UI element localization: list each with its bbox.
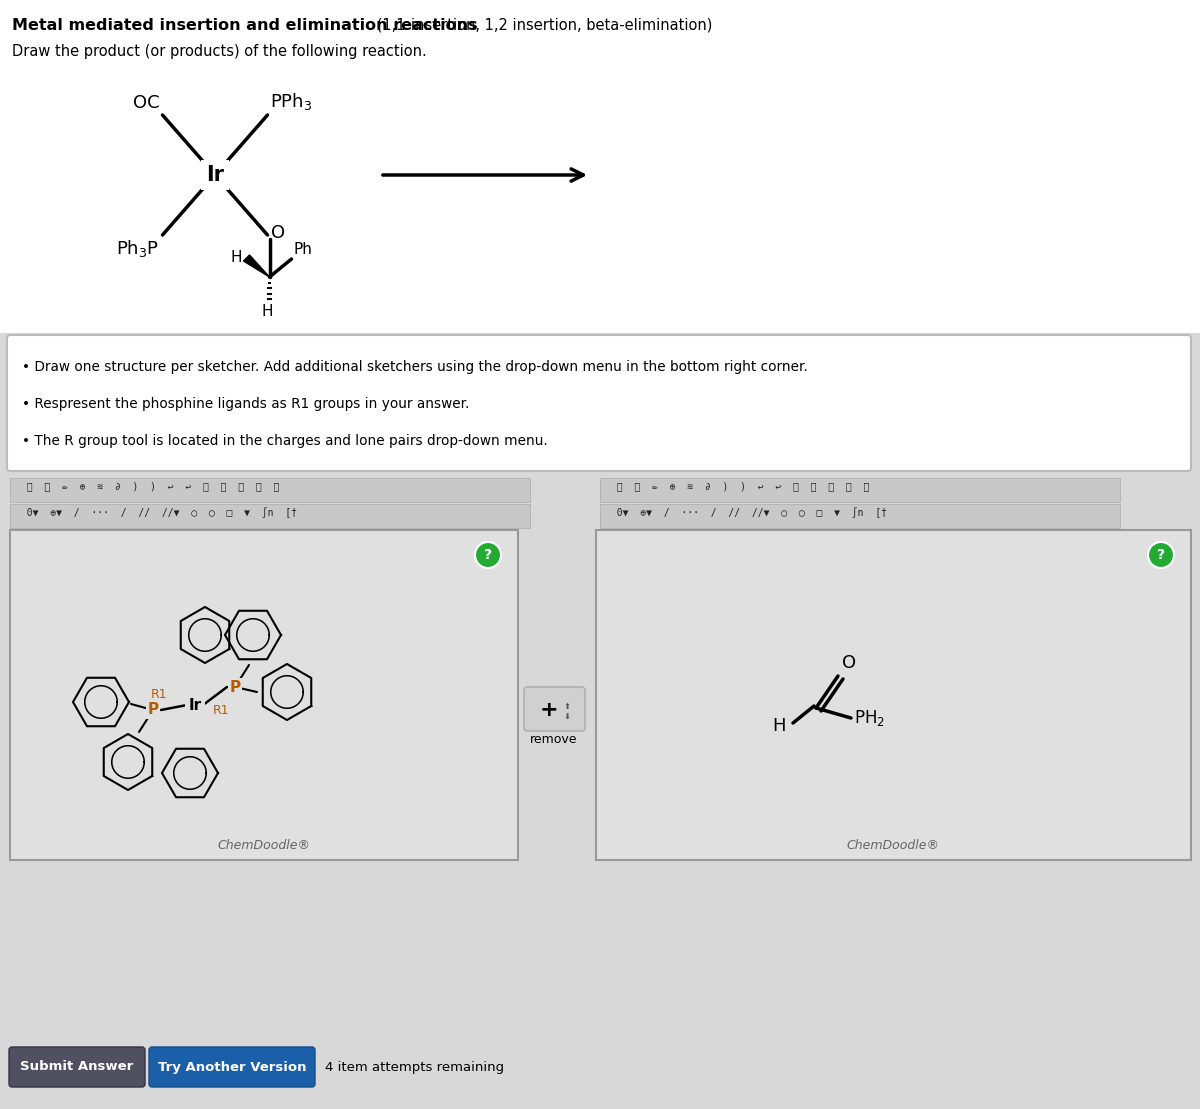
Bar bbox=[0, 862, 1200, 1062]
Text: Ph$_3$P: Ph$_3$P bbox=[116, 238, 160, 260]
Text: • The R group tool is located in the charges and lone pairs drop-down menu.: • The R group tool is located in the cha… bbox=[22, 434, 547, 448]
Text: O: O bbox=[842, 654, 856, 672]
Text: Submit Answer: Submit Answer bbox=[20, 1060, 133, 1074]
FancyBboxPatch shape bbox=[7, 335, 1190, 471]
Text: 0▼  ⊕▼  /  ···  /  //  //▼  ○  ◯  □  ▼  ∫n  [†: 0▼ ⊕▼ / ··· / // //▼ ○ ◯ □ ▼ ∫n [† bbox=[14, 507, 298, 518]
Text: Ir: Ir bbox=[206, 165, 224, 185]
Text: H: H bbox=[262, 304, 274, 319]
Text: Draw the product (or products) of the following reaction.: Draw the product (or products) of the fo… bbox=[12, 44, 427, 59]
Text: ✋  🔐  ✏  ⊕  ≋  ∂  )  )  ↩  ↩  🔎  📋  🔎  🔎  🎨: ✋ 🔐 ✏ ⊕ ≋ ∂ ) ) ↩ ↩ 🔎 📋 🔎 🔎 🎨 bbox=[14, 481, 280, 491]
Text: R1: R1 bbox=[150, 689, 167, 702]
Text: Metal mediated insertion and elimination reactions: Metal mediated insertion and elimination… bbox=[12, 18, 478, 33]
Text: H: H bbox=[773, 718, 786, 735]
Text: • Draw one structure per sketcher. Add additional sketchers using the drop-down : • Draw one structure per sketcher. Add a… bbox=[22, 360, 808, 374]
Bar bbox=[600, 478, 1120, 502]
Bar bbox=[10, 478, 530, 502]
Bar bbox=[10, 530, 518, 859]
Text: ⬆
⬇: ⬆ ⬇ bbox=[564, 702, 570, 721]
Text: • Respresent the phosphine ligands as R1 groups in your answer.: • Respresent the phosphine ligands as R1… bbox=[22, 397, 469, 411]
Bar bbox=[596, 530, 1190, 859]
Bar bbox=[600, 503, 1120, 528]
Text: Ir: Ir bbox=[188, 698, 202, 712]
Circle shape bbox=[1148, 542, 1174, 568]
Text: OC: OC bbox=[133, 94, 160, 112]
Text: ?: ? bbox=[484, 548, 492, 562]
Text: Ph: Ph bbox=[294, 242, 312, 257]
Text: PPh$_3$: PPh$_3$ bbox=[270, 91, 313, 112]
Text: O: O bbox=[270, 224, 284, 242]
Text: P: P bbox=[229, 680, 240, 694]
Text: ChemDoodle®: ChemDoodle® bbox=[217, 840, 311, 852]
Text: Try Another Version: Try Another Version bbox=[157, 1060, 306, 1074]
Bar bbox=[0, 68, 1200, 333]
Polygon shape bbox=[244, 255, 270, 277]
Text: ChemDoodle®: ChemDoodle® bbox=[846, 840, 940, 852]
Text: remove: remove bbox=[530, 733, 577, 746]
Bar bbox=[0, 0, 1200, 68]
Text: 4 item attempts remaining: 4 item attempts remaining bbox=[325, 1060, 504, 1074]
FancyBboxPatch shape bbox=[149, 1047, 314, 1087]
Text: +: + bbox=[540, 700, 558, 720]
FancyBboxPatch shape bbox=[524, 686, 586, 731]
Text: PH$_2$: PH$_2$ bbox=[854, 708, 884, 728]
Text: (1,1-insertion, 1,2 insertion, beta-elimination): (1,1-insertion, 1,2 insertion, beta-elim… bbox=[372, 18, 713, 33]
FancyBboxPatch shape bbox=[10, 1047, 145, 1087]
Text: ?: ? bbox=[1157, 548, 1165, 562]
Text: P: P bbox=[148, 702, 158, 718]
Text: R1: R1 bbox=[214, 703, 229, 716]
Bar bbox=[10, 503, 530, 528]
Text: H: H bbox=[230, 250, 242, 265]
Circle shape bbox=[475, 542, 502, 568]
Text: 0▼  ⊕▼  /  ···  /  //  //▼  ○  ◯  □  ▼  ∫n  [†: 0▼ ⊕▼ / ··· / // //▼ ○ ◯ □ ▼ ∫n [† bbox=[605, 507, 887, 518]
Text: ✋  🔐  ✏  ⊕  ≋  ∂  )  )  ↩  ↩  🔎  📋  🔎  🔎  🎨: ✋ 🔐 ✏ ⊕ ≋ ∂ ) ) ↩ ↩ 🔎 📋 🔎 🔎 🎨 bbox=[605, 481, 869, 491]
